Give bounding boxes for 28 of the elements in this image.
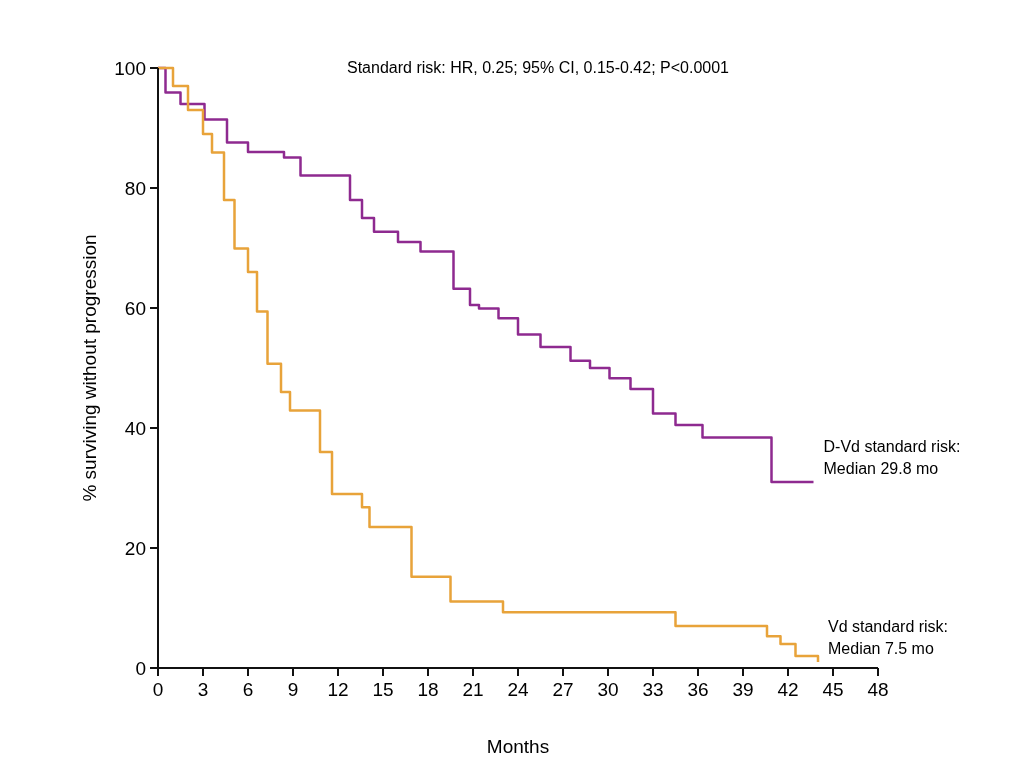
y-tick-label: 20 [124,538,146,559]
x-axis-title: Months [486,736,550,757]
y-tick-label: 100 [114,58,146,79]
x-tick-label: 48 [867,679,889,700]
y-axis-title: % surviving without progression [79,234,100,502]
annotation: Standard risk: HR, 0.25; 95% CI, 0.15-0.42; P<0.0001 [347,59,730,76]
x-tick-label: 45 [822,679,844,700]
series-label: D-Vd standard risk: Median 29.8 mo [823,438,961,477]
x-tick-label: 15 [372,679,394,700]
x-tick-label: 33 [642,679,664,700]
x-tick-label: 0 [152,679,164,700]
x-tick-label: 3 [197,679,209,700]
x-tick-label: 9 [287,679,299,700]
x-tick-label: 36 [687,679,709,700]
x-tick-label: 6 [242,679,254,700]
x-tick-label: 27 [552,679,574,700]
x-tick-label: 21 [462,679,484,700]
x-tick-label: 42 [777,679,799,700]
x-tick-label: 39 [732,679,754,700]
x-tick-label: 18 [417,679,439,700]
x-tick-label: 30 [597,679,619,700]
y-tick-label: 0 [135,658,146,679]
y-tick-label: 40 [124,418,146,439]
x-tick-label: 24 [507,679,529,700]
x-tick-label: 12 [327,679,349,700]
series-label: Vd standard risk: Median 7.5 mo [828,618,949,657]
y-tick-label: 80 [124,178,146,199]
y-tick-label: 60 [124,298,146,319]
